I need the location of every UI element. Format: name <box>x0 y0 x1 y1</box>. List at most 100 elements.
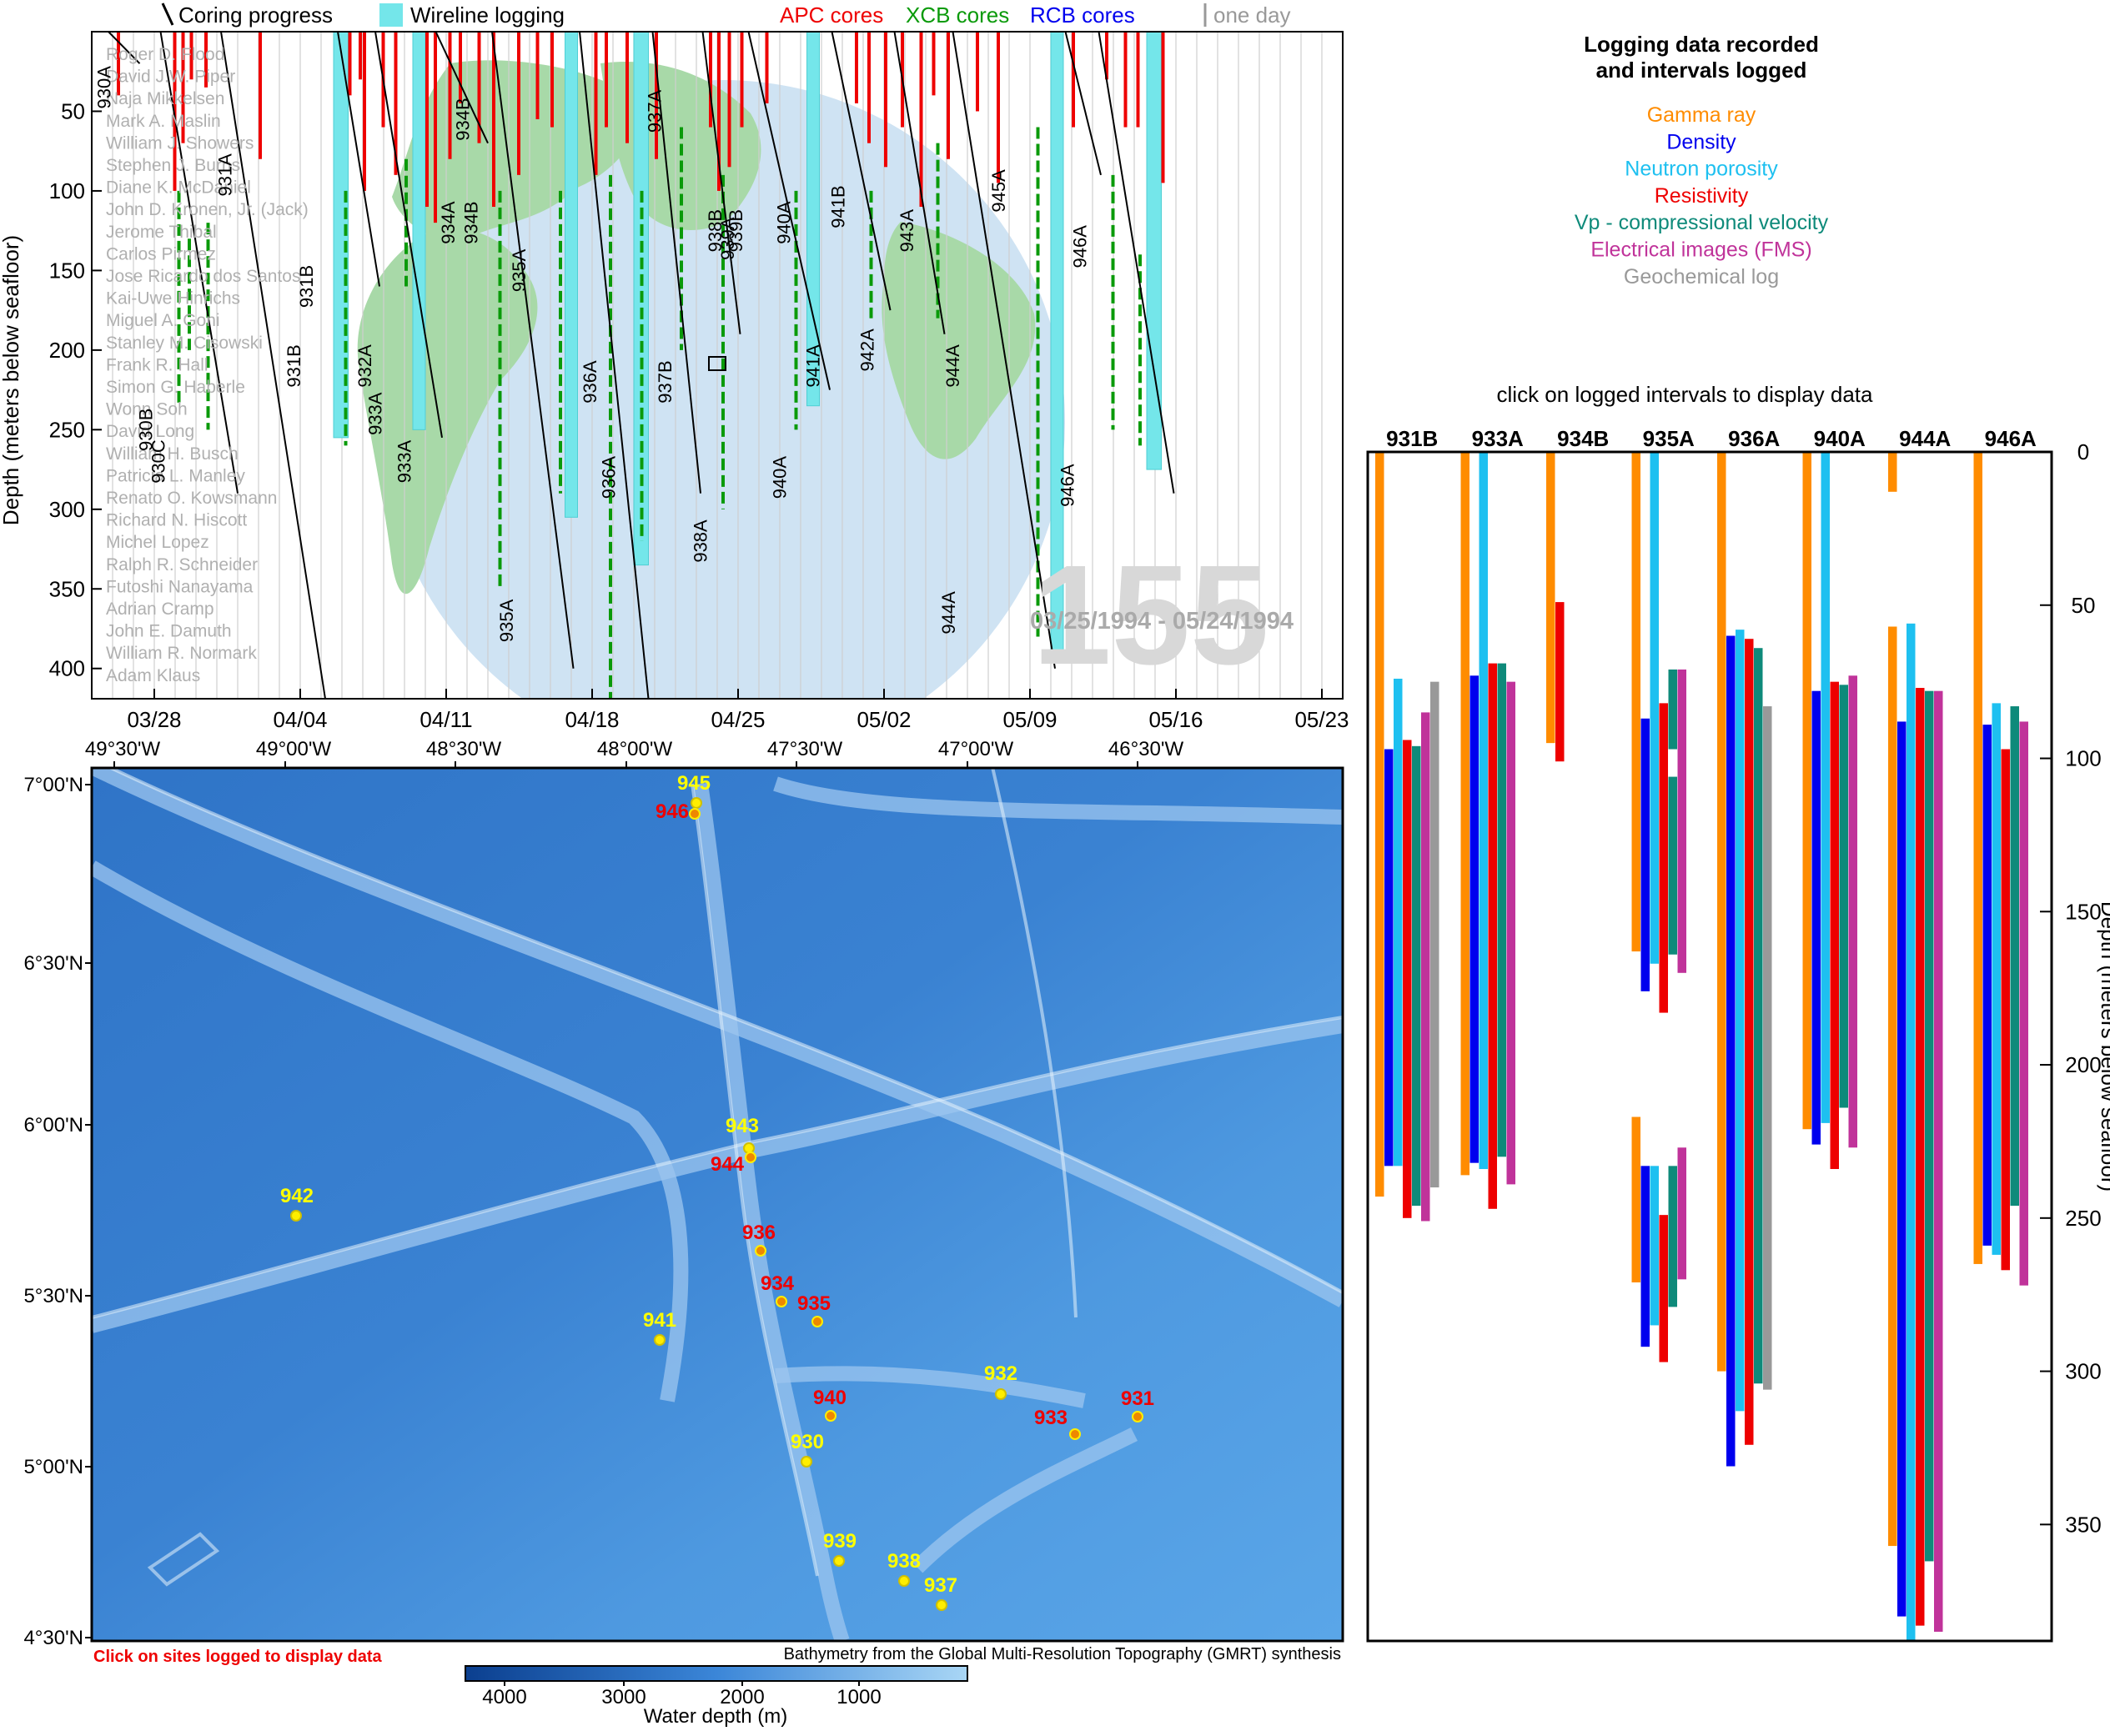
site-marker-933[interactable] <box>1069 1428 1081 1440</box>
interval-bar[interactable] <box>2001 749 2011 1271</box>
interval-bar[interactable] <box>1430 681 1439 1188</box>
site-marker-946[interactable] <box>689 808 701 820</box>
interval-bar[interactable] <box>1460 452 1470 1176</box>
interval-bar[interactable] <box>1811 690 1821 1145</box>
apc-core-bar <box>605 32 608 128</box>
site-marker-943[interactable] <box>743 1142 755 1154</box>
interval-bar[interactable] <box>1488 663 1498 1209</box>
interval-bar[interactable] <box>1897 721 1907 1617</box>
apc-core-bar <box>717 32 721 191</box>
interval-bar[interactable] <box>1888 626 1897 1547</box>
interval-bar[interactable] <box>1736 630 1745 1412</box>
interval-bar[interactable] <box>1384 749 1394 1167</box>
site-label-946[interactable]: 946 <box>656 800 689 823</box>
interval-bar[interactable] <box>1888 452 1897 492</box>
site-marker-941[interactable] <box>654 1334 666 1346</box>
wireline-logging-bar[interactable] <box>412 32 426 430</box>
interval-bar[interactable] <box>1640 718 1650 991</box>
hole-label: 938A <box>691 519 711 563</box>
interval-bar[interactable] <box>1659 703 1669 1013</box>
interval-bar[interactable] <box>1848 675 1858 1148</box>
site-marker-937[interactable] <box>936 1599 947 1611</box>
interval-bar[interactable] <box>1412 745 1421 1207</box>
interval-bar[interactable] <box>1839 685 1849 1108</box>
interval-bar[interactable] <box>2019 721 2029 1286</box>
interval-bar[interactable] <box>1668 1166 1678 1307</box>
interval-bar[interactable] <box>1421 712 1430 1222</box>
site-label-934[interactable]: 934 <box>761 1272 795 1295</box>
interval-bar[interactable] <box>1469 675 1480 1163</box>
hole-label: 931B <box>296 265 317 308</box>
site-label-944[interactable]: 944 <box>711 1153 745 1176</box>
site-marker-930[interactable] <box>801 1456 812 1468</box>
interval-bar[interactable] <box>1375 452 1384 1197</box>
interval-bar[interactable] <box>1640 1166 1650 1347</box>
interval-bar[interactable] <box>1677 1147 1687 1280</box>
site-marker-944[interactable] <box>745 1151 756 1163</box>
interval-bar[interactable] <box>1631 1116 1641 1282</box>
interval-bar[interactable] <box>1717 452 1726 1372</box>
interval-bar[interactable] <box>2010 706 2020 1207</box>
interval-bar[interactable] <box>1802 452 1812 1130</box>
site-marker-932[interactable] <box>995 1388 1007 1400</box>
interval-bar[interactable] <box>1726 635 1736 1467</box>
wireline-logging-bar[interactable] <box>1146 32 1162 470</box>
site-marker-940[interactable] <box>825 1410 836 1422</box>
site-marker-936[interactable] <box>755 1245 766 1257</box>
interval-bar[interactable] <box>1934 690 1943 1632</box>
interval-bar[interactable] <box>1479 452 1489 1170</box>
coring-progress-line <box>579 32 650 699</box>
interval-bar[interactable] <box>1546 452 1555 744</box>
interval-bar[interactable] <box>1830 681 1840 1170</box>
site-label-942: 942 <box>280 1185 314 1207</box>
map-longitude-ticks: 49°30'W 49°00'W 48°30'W 48°00'W 47°30'W 47°00… <box>85 738 1183 768</box>
interval-bar[interactable] <box>1982 725 1992 1246</box>
interval-bar[interactable] <box>1497 663 1507 1157</box>
interval-bar[interactable] <box>1821 452 1831 1123</box>
hole-header: 935A <box>1643 426 1695 451</box>
interval-bar[interactable] <box>1403 740 1412 1218</box>
site-label-935[interactable]: 935 <box>797 1292 831 1315</box>
interval-bar[interactable] <box>1754 648 1763 1384</box>
hole-label: 935A <box>509 248 530 292</box>
wireline-logging-bar[interactable] <box>565 32 578 518</box>
interval-bar[interactable] <box>1650 452 1660 964</box>
interval-bar[interactable] <box>1668 776 1678 955</box>
lat-tick-label: 4°30'N <box>23 1627 83 1649</box>
site-marker-931[interactable] <box>1132 1411 1143 1422</box>
site-marker-934[interactable] <box>776 1296 787 1307</box>
site-label-931[interactable]: 931 <box>1121 1387 1154 1410</box>
interval-bar[interactable] <box>1659 1215 1669 1362</box>
wireline-logging-bar[interactable] <box>333 32 349 439</box>
interval-bar[interactable] <box>1992 703 2002 1255</box>
wireline-logging-bar[interactable] <box>806 32 820 407</box>
wireline-logging-bar[interactable] <box>1050 32 1064 654</box>
interval-bar[interactable] <box>1925 690 1934 1562</box>
site-marker-939[interactable] <box>833 1555 845 1567</box>
site-marker-945[interactable] <box>691 797 702 809</box>
interval-bar[interactable] <box>1973 452 1983 1264</box>
timeline-y-tick-label: 350 <box>49 576 85 601</box>
site-label-933[interactable]: 933 <box>1034 1407 1068 1429</box>
site-marker-942[interactable] <box>290 1210 302 1222</box>
interval-bar[interactable] <box>1650 1166 1660 1326</box>
interval-bar[interactable] <box>1916 687 1925 1626</box>
interval-bar[interactable] <box>1745 639 1754 1445</box>
participant-name: Kai-Uwe Hinrichs <box>106 289 240 309</box>
coring-progress-line <box>1098 32 1175 494</box>
interval-bar[interactable] <box>1631 452 1641 952</box>
interval-bar[interactable] <box>1555 602 1565 762</box>
colorbar-tick-label: 1000 <box>836 1686 881 1708</box>
interval-bar[interactable] <box>1907 623 1916 1641</box>
site-marker-935[interactable] <box>811 1316 823 1327</box>
site-label-940[interactable]: 940 <box>813 1387 847 1409</box>
interval-bar[interactable] <box>1506 681 1516 1185</box>
site-label-936[interactable]: 936 <box>742 1222 776 1244</box>
interval-bar[interactable] <box>1677 669 1687 973</box>
site-marker-938[interactable] <box>898 1575 910 1587</box>
interval-bar[interactable] <box>1763 706 1772 1390</box>
interval-bar[interactable] <box>1394 678 1403 1167</box>
timeline-panel: 155 03/25/1994 - 05/24/1994 Roger D. Flo… <box>0 30 1351 732</box>
participant-name: Naja Mikkelsen <box>106 89 224 108</box>
interval-bar[interactable] <box>1668 669 1678 750</box>
